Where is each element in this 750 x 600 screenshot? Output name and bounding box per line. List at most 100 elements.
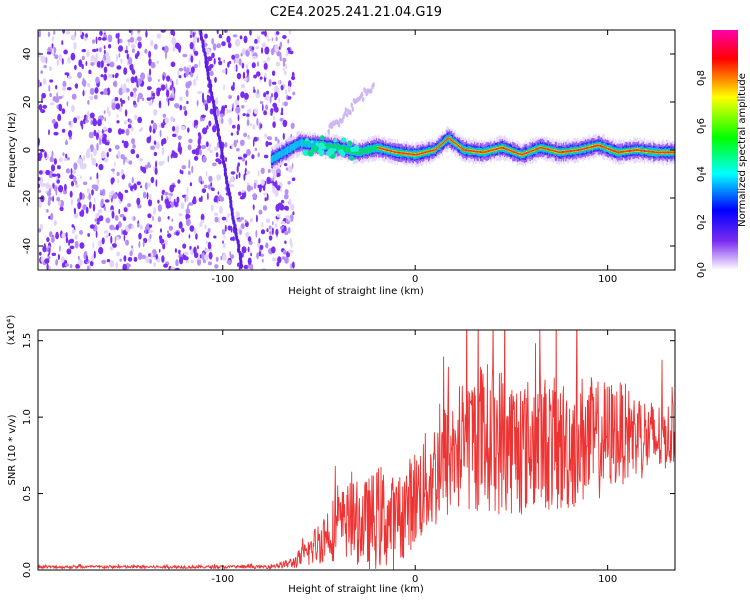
ridge-band [545,148,548,150]
noise-blob [280,85,284,91]
ridge-band [673,151,675,154]
ridge-band [390,150,393,153]
spectrogram-ticks: -100 0 100 -40 -20 0 20 40 [22,30,675,285]
noise-blob [112,226,117,231]
ridge-band [467,149,469,152]
noise-blob [208,175,213,182]
noise-blob [116,54,118,62]
ridge-band [620,150,623,153]
ridge-band [419,152,422,155]
noise-blob [265,140,269,147]
noise-blob [89,176,92,180]
noise-blob [262,205,268,211]
ridge-band [558,151,560,153]
noise-blob [49,92,52,98]
noise-blob [226,216,228,223]
noise-blob [93,250,96,259]
faint-streak [372,82,375,88]
noise-blob [130,245,134,249]
noise-blob [226,259,232,265]
ridge-band [409,153,411,155]
ridge-band [651,151,654,153]
noise-blob [224,142,228,148]
noise-blob [127,57,133,65]
noise-blob [182,243,187,249]
noise-blob [164,191,169,196]
noise-blob [282,119,288,128]
noise-blob [272,121,276,128]
noise-blob [266,193,269,201]
noise-blob [152,128,156,134]
ridge-blob [340,151,346,157]
noise-blob [208,120,212,127]
ridge-band [515,152,518,154]
noise-blob [58,185,64,193]
noise-blob [246,148,251,156]
noise-blob [262,103,264,112]
noise-blob [42,104,47,109]
noise-blob [118,221,122,228]
noise-blob [39,82,42,87]
noise-blob [238,172,241,179]
ridge-band [579,149,581,151]
noise-blob [58,103,63,112]
noise-blob [95,163,98,167]
ridge-band [278,151,281,159]
noise-blob [192,30,195,33]
noise-blob [162,75,165,81]
noise-blob [118,45,124,52]
noise-blob [126,45,128,52]
noise-blob [50,212,54,221]
noise-blob [243,173,246,181]
noise-blob [223,59,225,64]
noise-blob [167,204,172,209]
noise-blob [61,86,67,91]
noise-blob [236,130,239,136]
noise-blob [50,236,55,243]
ridge-band [418,152,421,155]
noise-blob [95,230,98,238]
noise-blob [218,34,223,39]
noise-blob [212,125,217,133]
noise-blob [279,117,284,122]
noise-blob [235,106,241,114]
ridge-band [327,144,329,149]
noise-blob [249,30,252,36]
noise-blob [113,80,118,88]
y-tick-label: 0.5 [22,486,33,502]
noise-blob [103,66,108,74]
noise-blob [212,162,217,167]
noise-blob [151,92,156,97]
noise-blob [236,139,239,144]
noise-blob [79,30,83,36]
ridge-band [479,151,482,153]
noise-blob [157,216,162,223]
noise-blob [91,184,97,190]
ridge-band [663,151,665,154]
noise-blob [144,182,148,191]
ridge-band [365,147,367,153]
noise-blob [247,70,249,77]
noise-blob [271,70,276,76]
noise-blob [290,203,295,211]
noise-blob [161,255,165,263]
ridge-band [560,151,563,154]
ridge-band [538,147,541,149]
noise-blob [226,108,229,114]
ridge-band [415,154,417,156]
noise-blob [267,38,271,42]
noise-blob [229,254,235,259]
noise-blob [104,30,106,34]
ridge-band [535,148,537,151]
noise-blob [199,149,203,156]
noise-blob [237,95,240,101]
noise-blob [74,64,77,71]
noise-blob [90,55,96,62]
ridge-band [426,151,429,153]
noise-blob [283,205,289,211]
noise-blob [67,56,71,64]
noise-blob [117,150,121,158]
noise-blob [148,224,153,228]
noise-blob [118,208,121,215]
noise-blob [86,114,88,123]
